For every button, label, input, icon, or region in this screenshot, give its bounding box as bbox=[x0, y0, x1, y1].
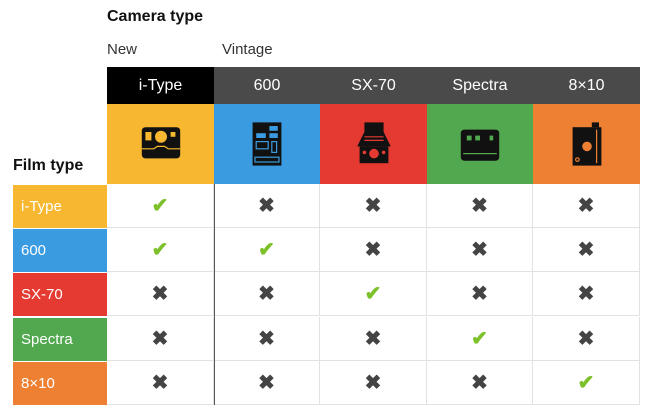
cross-icon: ✖ bbox=[214, 184, 320, 228]
camera-header-3: Spectra bbox=[427, 67, 533, 104]
check-icon: ✔ bbox=[107, 184, 214, 228]
check-icon: ✔ bbox=[427, 316, 533, 361]
check-icon: ✔ bbox=[533, 360, 640, 405]
camera-header-2: SX-70 bbox=[320, 67, 427, 104]
cross-icon: ✖ bbox=[533, 184, 640, 228]
cross-icon: ✖ bbox=[320, 228, 427, 273]
cross-icon: ✖ bbox=[320, 316, 427, 361]
camera-header-0: i-Type bbox=[107, 67, 214, 104]
film-label-1: 600 bbox=[13, 229, 107, 273]
itype-camera-icon bbox=[107, 104, 214, 184]
group-vintage-label: Vintage bbox=[222, 41, 273, 58]
cross-icon: ✖ bbox=[320, 360, 427, 405]
8x10-camera-icon bbox=[533, 104, 640, 184]
camera-header-1: 600 bbox=[214, 67, 320, 104]
film-label-4: 8×10 bbox=[13, 361, 107, 405]
film-type-title: Film type bbox=[13, 157, 84, 174]
spectra-camera-icon bbox=[427, 104, 533, 184]
cross-icon: ✖ bbox=[214, 272, 320, 317]
camera-type-title: Camera type bbox=[107, 8, 204, 25]
cross-icon: ✖ bbox=[427, 272, 533, 317]
cross-icon: ✖ bbox=[533, 316, 640, 361]
cross-icon: ✖ bbox=[427, 228, 533, 273]
cross-icon: ✖ bbox=[533, 228, 640, 273]
cross-icon: ✖ bbox=[107, 272, 214, 317]
cross-icon: ✖ bbox=[427, 184, 533, 228]
cross-icon: ✖ bbox=[533, 272, 640, 317]
sx70-camera-icon bbox=[320, 104, 427, 184]
cross-icon: ✖ bbox=[427, 360, 533, 405]
film-label-3: Spectra bbox=[13, 317, 107, 361]
camera-header-4: 8×10 bbox=[533, 67, 640, 104]
film-label-2: SX-70 bbox=[13, 273, 107, 317]
group-new-label: New bbox=[107, 41, 138, 58]
check-icon: ✔ bbox=[214, 228, 320, 273]
cross-icon: ✖ bbox=[107, 316, 214, 361]
cross-icon: ✖ bbox=[214, 360, 320, 405]
new-vintage-divider bbox=[214, 184, 215, 405]
cross-icon: ✖ bbox=[107, 360, 214, 405]
cross-icon: ✖ bbox=[214, 316, 320, 361]
check-icon: ✔ bbox=[320, 272, 427, 317]
check-icon: ✔ bbox=[107, 228, 214, 273]
cross-icon: ✖ bbox=[320, 184, 427, 228]
film-label-0: i-Type bbox=[13, 185, 107, 228]
600-camera-icon bbox=[214, 104, 320, 184]
